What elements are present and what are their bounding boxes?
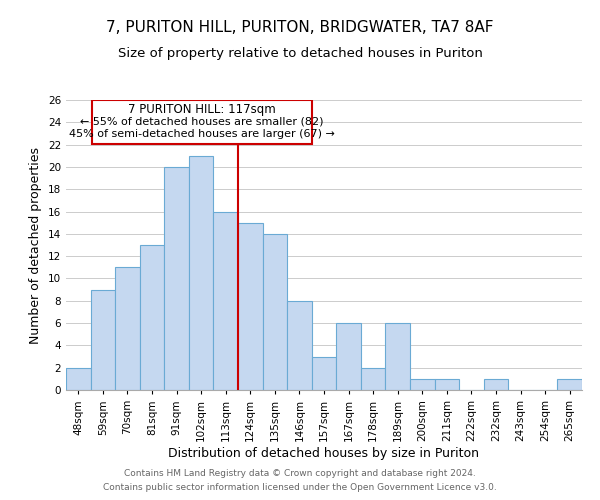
Y-axis label: Number of detached properties: Number of detached properties xyxy=(29,146,43,344)
Bar xyxy=(312,356,336,390)
X-axis label: Distribution of detached houses by size in Puriton: Distribution of detached houses by size … xyxy=(169,446,479,460)
Bar xyxy=(557,379,582,390)
Bar xyxy=(434,379,459,390)
Text: 45% of semi-detached houses are larger (67) →: 45% of semi-detached houses are larger (… xyxy=(69,129,335,139)
Bar xyxy=(164,167,189,390)
Bar xyxy=(410,379,434,390)
Bar xyxy=(92,100,312,144)
Bar xyxy=(484,379,508,390)
Bar xyxy=(189,156,214,390)
Bar xyxy=(361,368,385,390)
Bar xyxy=(91,290,115,390)
Text: Size of property relative to detached houses in Puriton: Size of property relative to detached ho… xyxy=(118,48,482,60)
Text: ← 55% of detached houses are smaller (82): ← 55% of detached houses are smaller (82… xyxy=(80,117,323,127)
Bar xyxy=(115,268,140,390)
Bar xyxy=(140,245,164,390)
Text: 7, PURITON HILL, PURITON, BRIDGWATER, TA7 8AF: 7, PURITON HILL, PURITON, BRIDGWATER, TA… xyxy=(106,20,494,35)
Bar xyxy=(336,323,361,390)
Bar xyxy=(385,323,410,390)
Text: 7 PURITON HILL: 117sqm: 7 PURITON HILL: 117sqm xyxy=(128,103,275,116)
Bar xyxy=(214,212,238,390)
Bar xyxy=(238,222,263,390)
Bar xyxy=(263,234,287,390)
Bar xyxy=(66,368,91,390)
Text: Contains HM Land Registry data © Crown copyright and database right 2024.: Contains HM Land Registry data © Crown c… xyxy=(124,468,476,477)
Bar xyxy=(287,301,312,390)
Text: Contains public sector information licensed under the Open Government Licence v3: Contains public sector information licen… xyxy=(103,484,497,492)
